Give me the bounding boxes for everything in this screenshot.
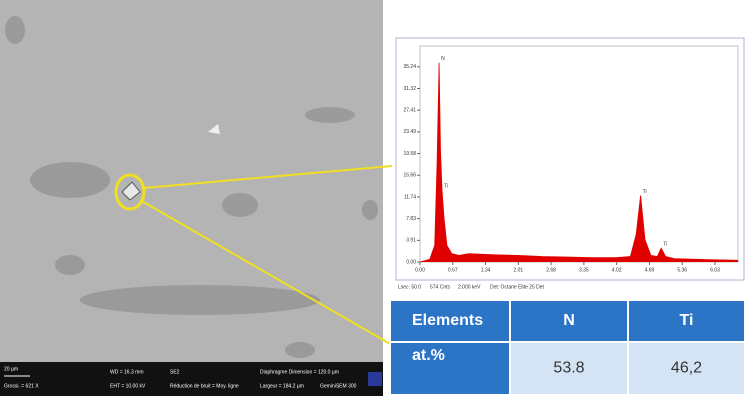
spectrum-line [419,62,739,263]
table-header: Ti [680,312,694,329]
connector [143,165,393,189]
spectrum-footer: Det: Octane Elite 25 Det [490,284,545,290]
x-tick-label: 6.03 [710,267,720,273]
x-tick-label: 2.01 [513,267,523,273]
y-tick-label: 0.00 [406,259,416,265]
sem-info-text: Réduction de bruit = Moy. ligne [170,383,239,389]
table-cell [509,299,629,343]
sem-info-text: 20 µm [4,366,18,372]
y-tick-label: 35.24 [403,64,416,70]
sem-texture [5,16,378,358]
table-cell-text: at.% [412,347,445,364]
peak-label: N [441,56,445,62]
peak-label: Ti [444,183,448,189]
logo [368,372,382,386]
sem-info-text: Largeur = 184.2 µm [260,383,304,389]
peak-label: Ti [663,241,667,247]
y-tick-label: 23.49 [403,129,416,135]
x-tick-label: 1.34 [481,267,491,273]
sem-info-text: GeminiSEM 300 [320,383,357,389]
highlight-circle [114,173,146,211]
x-tick-label: 4.02 [612,267,622,273]
table-cell [627,341,746,396]
spectrum-footer: 574 Cnts [430,284,451,290]
spectrum-footer: Lsec: 50.0 [398,284,421,290]
particle [121,181,141,201]
table-cell-text: 46,2 [671,360,702,377]
x-tick-label: 3.35 [579,267,589,273]
y-tick-label: 3.91 [406,238,416,244]
sem-info-bar [0,362,383,396]
table-cell-text: 53.8 [553,360,584,377]
x-tick-label: 2.68 [546,267,556,273]
sem-info-text: WD = 16.3 mm [110,369,143,375]
sem-info-text: Grossi. = 621 X [4,383,39,389]
table-cell [389,299,511,343]
spectrum-panel [395,37,745,281]
sem-info-text: EHT = 10.00 kV [110,383,146,389]
y-tick-label: 31.32 [403,86,416,92]
x-tick-label: 0.00 [415,267,425,273]
y-tick-label: 7.83 [406,216,416,222]
table-cell [389,341,511,396]
y-tick-label: 11.74 [404,194,416,200]
y-tick-label: 15.66 [403,173,416,179]
y-tick-label: 27.41 [403,108,416,114]
x-tick-label: 4.69 [645,267,655,273]
y-tick-label: 19.58 [403,151,416,157]
table-header: N [563,312,575,329]
connector [139,199,393,346]
table-header: Elements [412,312,483,329]
x-tick-label: 0.67 [448,267,458,273]
sem-info-text: SE2 [170,369,180,375]
peak-label: Ti [643,189,647,195]
x-tick-label: 5.36 [677,267,687,273]
particle [208,124,220,134]
sem-info-text: Diaphragme Dimension = 120.0 µm [260,369,339,375]
spectrum-footer: 2.000 keV [458,284,481,290]
